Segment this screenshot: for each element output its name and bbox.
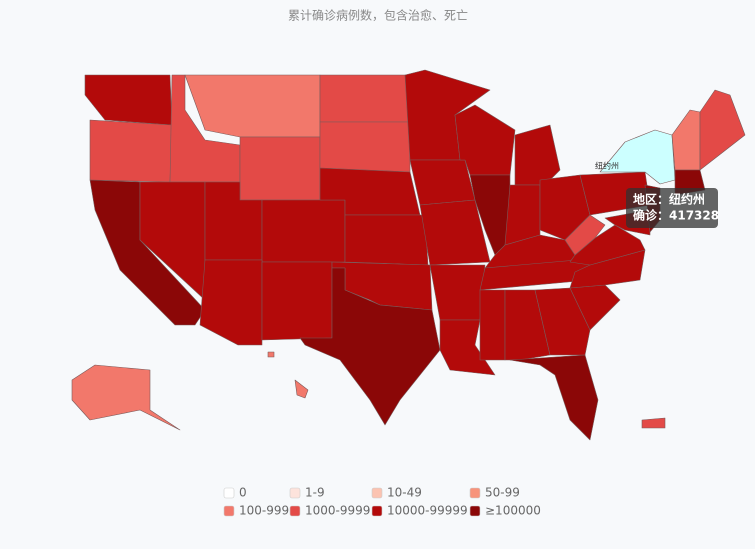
legend-swatch[interactable]	[289, 487, 301, 499]
tooltip-value: 确诊：417328	[633, 208, 719, 223]
legend-label[interactable]: ≥100000	[485, 504, 541, 518]
state[interactable]	[344, 214, 429, 266]
us-map	[71, 69, 746, 441]
state[interactable]	[294, 379, 309, 399]
legend-label[interactable]: 10000-99999	[387, 504, 468, 518]
state[interactable]	[261, 261, 333, 341]
state[interactable]	[319, 74, 411, 123]
legend-swatch[interactable]	[223, 505, 235, 517]
legend-label[interactable]: 10-49	[387, 486, 422, 500]
legend-label[interactable]: 1-9	[305, 486, 325, 500]
state[interactable]	[504, 184, 541, 246]
state[interactable]	[89, 119, 173, 183]
state[interactable]	[71, 364, 181, 431]
state[interactable]	[509, 354, 599, 441]
legend-label[interactable]: 50-99	[485, 486, 520, 500]
state[interactable]	[239, 136, 321, 201]
state[interactable]	[184, 74, 321, 138]
state[interactable]	[299, 267, 441, 426]
state[interactable]	[514, 124, 561, 186]
state[interactable]	[267, 351, 275, 358]
state[interactable]	[261, 199, 346, 263]
legend-swatch[interactable]	[371, 505, 383, 517]
state[interactable]	[641, 417, 666, 429]
legend-swatch[interactable]	[469, 487, 481, 499]
legend-label[interactable]: 1000-9999	[305, 504, 370, 518]
state[interactable]	[479, 289, 506, 361]
legend-label[interactable]: 100-999	[239, 504, 289, 518]
state[interactable]	[671, 109, 701, 171]
legend-swatch[interactable]	[289, 505, 301, 517]
legend-label[interactable]: 0	[239, 486, 247, 500]
tooltip-region: 地区：纽约州	[633, 192, 705, 207]
legend: 0 1-9 10-49 50-99 100-999 1000-9999 10000-9999…	[223, 486, 541, 518]
tooltip-box	[626, 188, 718, 228]
map-label: 纽约州	[595, 161, 619, 171]
state[interactable]	[534, 287, 591, 356]
legend-swatch[interactable]	[223, 487, 235, 499]
state[interactable]	[199, 259, 263, 346]
state[interactable]	[599, 129, 676, 185]
state[interactable]	[319, 121, 411, 173]
state[interactable]	[569, 224, 646, 266]
state[interactable]	[699, 89, 746, 171]
tooltip: 地区：纽约州 确诊：417328	[626, 188, 719, 228]
legend-swatch[interactable]	[371, 487, 383, 499]
state[interactable]	[564, 214, 606, 256]
legend-swatch[interactable]	[469, 505, 481, 517]
chart-title: 累计确诊病例数，包含治愈、死亡	[288, 8, 468, 23]
state[interactable]	[84, 74, 173, 126]
state[interactable]	[409, 159, 476, 206]
state[interactable]	[429, 264, 486, 321]
